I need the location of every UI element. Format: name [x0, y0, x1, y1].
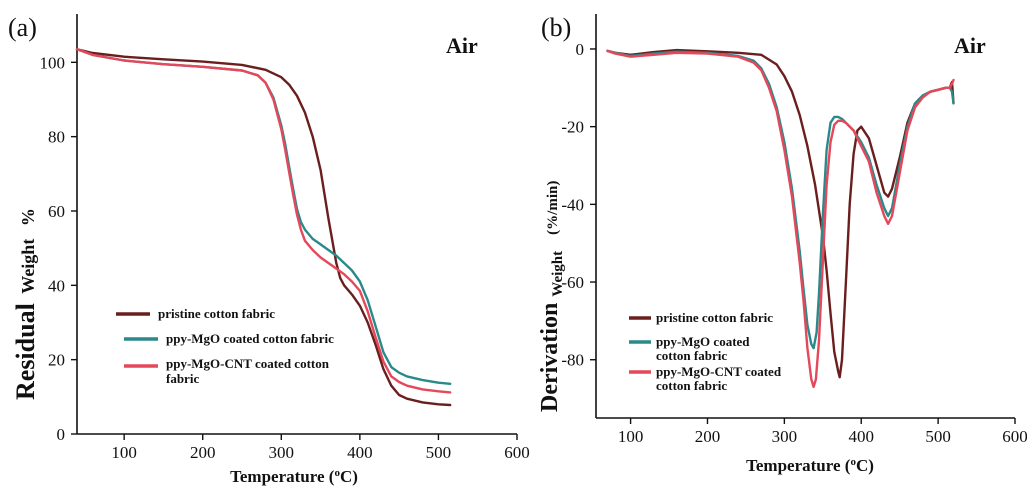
panel-b-y-title-part2: Weight	[550, 251, 566, 297]
panel-b-y-axis-title: Derivation Weight (%/min)	[537, 181, 568, 412]
panel-b-series-mgo	[606, 49, 955, 350]
panel-a-y-axis-title: Residual Weight %	[11, 208, 40, 400]
legend-a-label-pristine: pristine cotton fabric	[158, 306, 275, 321]
panel-a-x-axis-title: Temperature (oC)	[230, 467, 358, 486]
panel-b-x-tick-label: 500	[925, 427, 951, 446]
panel-a-x-tick-label: 100	[111, 443, 137, 462]
panel-a-x-tick-label: 200	[190, 443, 216, 462]
panel-a-series-pristine	[75, 48, 452, 407]
panel-a-x-tick-label: 300	[269, 443, 295, 462]
panel-a-x-tick-label: 400	[347, 443, 373, 462]
legend-b-label-pristine: pristine cotton fabric	[656, 310, 773, 325]
legend-b-label-cnt-line2: cotton fabric	[656, 378, 727, 393]
panel-a-series-cnt	[75, 48, 452, 394]
legend-a-label-cnt-line1: ppy-MgO-CNT coated cotton	[166, 356, 330, 371]
panel-a-y-tick-label: 80	[48, 128, 65, 147]
legend-b-label-mgo-line1: ppy-MgO coated	[656, 334, 750, 349]
panel-a-y-tick-label: 40	[48, 276, 65, 295]
panel-a-ticks: 100 200 300 400 500 600 0 20 40 60 80 100	[40, 53, 530, 462]
panel-a-y-tick-label: 100	[40, 53, 66, 72]
panel-b-y-tick-label: 0	[576, 40, 585, 59]
panel-a-y-tick-label: 60	[48, 202, 65, 221]
panel-b-x-tick-label: 200	[695, 427, 721, 446]
panel-b-series	[606, 48, 955, 389]
panel-b-y-tick-label: -20	[561, 118, 584, 137]
panel-b-x-axis-title: Temperature (oC)	[746, 456, 874, 475]
legend-b-label-cnt-line1: ppy-MgO-CNT coated	[656, 364, 782, 379]
panel-a-y-title-part3: %	[18, 208, 38, 226]
legend-a-label-cnt-line2: fabric	[166, 371, 199, 386]
panel-b-x-tick-label: 300	[772, 427, 798, 446]
panel-a-legend: pristine cotton fabric ppy-MgO coated co…	[116, 306, 334, 386]
panel-b-y-tick-label: -60	[561, 273, 584, 292]
panel-a-y-title-part1: Residual	[11, 303, 40, 400]
svg-text:Residual Weight: Residual Weight %	[11, 208, 40, 400]
panel-b-legend: pristine cotton fabric ppy-MgO coated co…	[629, 310, 782, 393]
panel-b-series-pristine	[606, 48, 955, 379]
panel-b-x-tick-label: 600	[1002, 427, 1027, 446]
panel-a-annotation: Air	[446, 33, 478, 58]
panel-b-ticks: 100 200 300 400 500 600 0 -20 -40 -60 -80	[561, 40, 1027, 446]
panel-b-annotation: Air	[954, 33, 986, 58]
panel-b-x-tick-label: 100	[618, 427, 644, 446]
panel-a-y-tick-label: 20	[48, 351, 65, 370]
svg-text:Derivation Weight: Derivation Weight (%/min)	[537, 181, 568, 412]
panel-a-x-tick-label: 500	[426, 443, 452, 462]
panel-b-y-title-part3: (%/min)	[545, 181, 561, 235]
legend-b-label-mgo-line2: cotton fabric	[656, 348, 727, 363]
panel-a-series	[75, 48, 452, 407]
panel-a-x-tick-label: 600	[504, 443, 530, 462]
panel-a-y-title-part2: Weight	[18, 239, 38, 294]
panel-b-series-cnt	[606, 49, 955, 389]
panel-b-y-tick-label: -40	[561, 195, 584, 214]
panel-b-x-tick-label: 400	[848, 427, 874, 446]
panel-a: (a) 100 200 300 400 500 600 0 20 40 60 80 100 Air T…	[8, 13, 530, 486]
legend-a-label-mgo: ppy-MgO coated cotton fabric	[166, 331, 334, 346]
panel-a-label: (a)	[8, 13, 37, 42]
panel-b-y-title-part1: Derivation	[537, 303, 563, 412]
panel-b-y-tick-label: -80	[561, 351, 584, 370]
panel-b-label: (b)	[541, 13, 571, 42]
panel-a-y-tick-label: 0	[57, 425, 66, 444]
